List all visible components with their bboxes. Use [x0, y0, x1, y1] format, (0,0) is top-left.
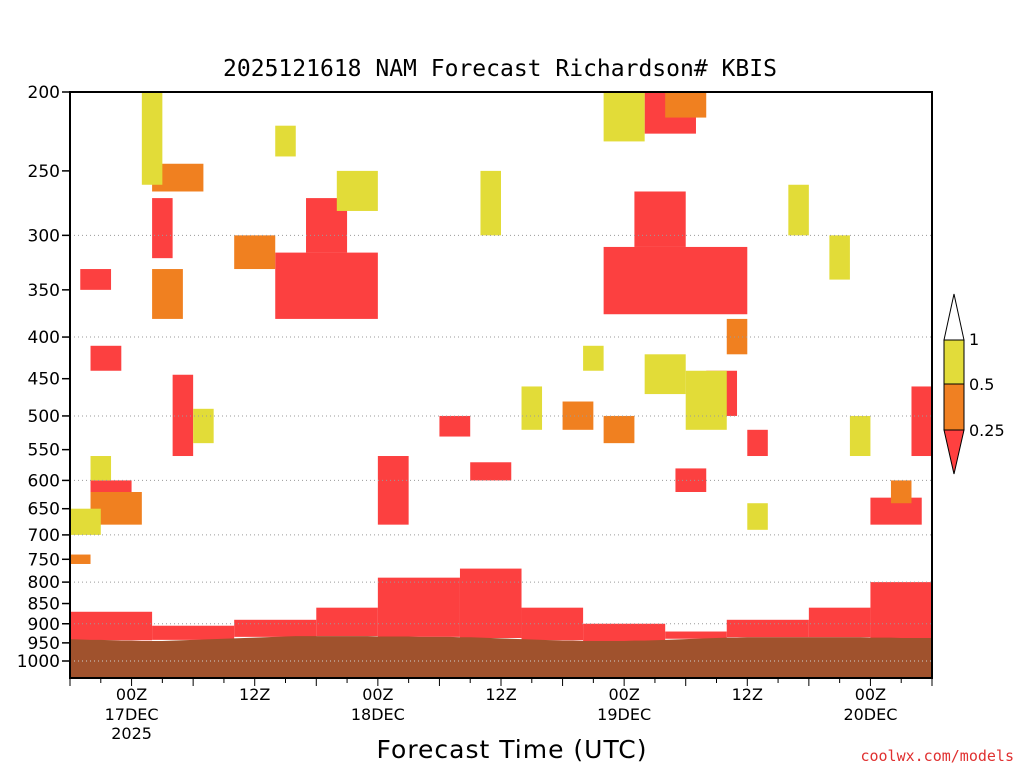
- ri-cell-red: [747, 429, 768, 457]
- x-tick-label: 00Z: [116, 685, 147, 704]
- ri-cell-red: [870, 582, 932, 638]
- y-tick-label: 950: [28, 634, 60, 654]
- ri-cell-red: [521, 607, 584, 641]
- ri-cell-yellow: [685, 370, 727, 430]
- y-tick-label: 700: [28, 526, 60, 546]
- credit-text: coolwx.com/models: [860, 747, 1014, 765]
- ri-cell-yellow: [336, 170, 378, 211]
- ri-cell-red: [726, 619, 809, 638]
- x-tick-date: 17DEC: [105, 705, 159, 724]
- ri-cell-red: [234, 619, 317, 637]
- ri-cell-orange: [234, 235, 276, 270]
- ri-cell-red: [275, 252, 378, 319]
- ri-cell-yellow: [90, 456, 112, 481]
- y-tick-label: 200: [28, 83, 60, 103]
- ri-cell-red: [377, 577, 460, 637]
- x-axis-label: Forecast Time (UTC): [377, 735, 648, 764]
- x-tick-label: 12Z: [485, 685, 516, 704]
- y-tick-label: 350: [28, 281, 60, 301]
- y-tick-label: 850: [28, 595, 60, 615]
- ri-cell-red: [70, 611, 153, 641]
- x-tick-label: 12Z: [239, 685, 270, 704]
- ri-cell-red: [583, 623, 666, 642]
- ri-cell-orange: [152, 269, 183, 319]
- ri-cell-yellow: [583, 345, 604, 371]
- y-tick-label: 550: [28, 441, 60, 461]
- ri-cell-orange: [665, 92, 707, 118]
- legend-label: 1: [969, 330, 979, 349]
- y-tick-label: 600: [28, 471, 60, 491]
- x-tick-date: 19DEC: [597, 705, 651, 724]
- x-tick-date: 18DEC: [351, 705, 405, 724]
- x-tick-label: 12Z: [732, 685, 763, 704]
- x-tick-date: 20DEC: [843, 705, 897, 724]
- x-tick-year: 2025: [111, 724, 152, 743]
- y-tick-label: 250: [28, 162, 60, 182]
- ri-cell-yellow: [141, 92, 163, 185]
- ri-cell-orange: [70, 554, 91, 564]
- richardson-cells: [70, 92, 932, 642]
- ri-cell-red: [634, 191, 686, 247]
- y-tick-label: 1000: [17, 652, 60, 672]
- ri-cell-red: [90, 480, 132, 492]
- ri-cell-red: [172, 374, 194, 457]
- ri-cell-yellow: [480, 170, 501, 236]
- ri-cell-yellow: [644, 354, 686, 395]
- y-tick-label: 800: [28, 573, 60, 593]
- ri-cell-orange: [726, 318, 748, 355]
- ri-cell-yellow: [521, 386, 543, 430]
- ri-cell-red: [808, 607, 871, 638]
- ri-cell-yellow: [603, 92, 645, 142]
- ri-cell-yellow: [849, 415, 871, 457]
- ri-cell-yellow: [829, 235, 850, 280]
- ri-cell-red: [152, 625, 235, 640]
- ri-cell-red: [470, 462, 512, 481]
- ri-cell-red: [911, 386, 932, 457]
- ri-cell-red: [316, 607, 378, 637]
- ground-layer: [70, 636, 932, 678]
- x-tick-label: 00Z: [855, 685, 886, 704]
- ri-cell-yellow: [275, 125, 296, 157]
- legend-label: 0.5: [969, 375, 994, 394]
- y-tick-label: 300: [28, 226, 60, 246]
- ri-cell-orange: [890, 480, 912, 504]
- ri-cell-red: [603, 246, 748, 315]
- y-tick-label: 450: [28, 370, 60, 390]
- ri-cell-red: [377, 456, 409, 525]
- legend-swatch-orange: [943, 383, 965, 431]
- ri-cell-yellow: [193, 408, 214, 444]
- ri-cell-yellow: [747, 503, 768, 530]
- ri-cell-red: [665, 631, 727, 639]
- ri-cell-red: [90, 345, 122, 371]
- y-tick-label: 750: [28, 550, 60, 570]
- ri-cell-orange: [603, 415, 635, 444]
- y-axis: 200 250 300 350 400 450 500 550 600 650 700 750 8008…: [17, 83, 70, 672]
- ri-cell-orange: [562, 401, 594, 430]
- ri-cell-red: [439, 415, 471, 437]
- x-tick-label: 00Z: [362, 685, 393, 704]
- ri-cell-yellow: [788, 184, 809, 236]
- legend-cap-bottom: [943, 429, 965, 475]
- ri-cell-red: [80, 269, 112, 290]
- y-tick-label: 650: [28, 500, 60, 520]
- y-tick-label: 500: [28, 407, 60, 427]
- x-tick-label: 00Z: [608, 685, 639, 704]
- legend: 1 0.5 0.25: [943, 293, 1005, 475]
- chart-title: 2025121618 NAM Forecast Richardson# KBIS: [223, 56, 777, 82]
- y-tick-label: 400: [28, 328, 60, 348]
- legend-label: 0.25: [969, 421, 1005, 440]
- legend-swatch-yellow: [943, 339, 965, 385]
- ri-cell-red: [459, 568, 522, 638]
- y-tick-label: 900: [28, 615, 60, 635]
- ri-cell-yellow: [70, 508, 101, 535]
- ground-fill: [70, 636, 932, 678]
- ri-cell-red: [152, 198, 173, 259]
